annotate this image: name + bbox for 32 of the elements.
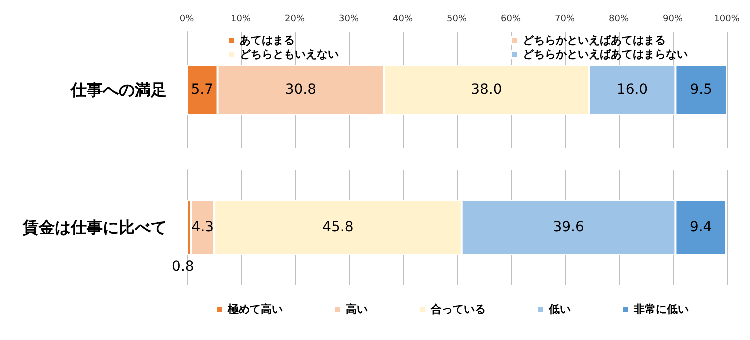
data-label: 30.8 [285,82,317,98]
x-tick-label: 40% [392,14,414,24]
x-tick-label: 90% [662,14,684,24]
data-label: 4.3 [192,220,214,236]
legend-label: 高い [346,303,368,316]
x-tick-label: 20% [284,14,306,24]
legend-label: 低い [548,303,571,316]
x-tick-label: 10% [230,14,252,24]
data-label: 9.5 [690,82,712,98]
legend-label: あてはまる [240,34,295,47]
legend-label: どちらかといえばあてはまる [523,34,666,47]
y-tick-label: 仕事への満足 [70,80,167,100]
x-tick-label: 70% [554,14,576,24]
data-label: 38.0 [471,82,502,98]
legend-label: 極めて高い [227,303,283,316]
x-tick-label: 80% [608,14,630,24]
y-tick-label: 賃金は仕事に比べて [22,218,167,237]
data-label: 5.7 [191,82,214,98]
data-label: 0.8 [172,259,194,275]
x-tick-label: 100% [714,14,740,24]
legend-label: どちらかといえばあてはまらない [523,48,688,61]
data-label: 9.4 [690,220,712,236]
legend-label: 合っている [430,303,486,316]
data-label: 39.6 [553,220,584,236]
x-tick-label: 30% [338,14,360,24]
legend-label: 非常に低い [633,303,689,316]
x-tick-label: 50% [446,14,468,24]
legend-label: どちらともいえない [240,48,339,61]
x-tick-label: 60% [500,14,522,24]
data-label: 16.0 [616,82,648,98]
data-label: 45.8 [322,220,354,236]
x-tick-label: 0% [180,14,195,24]
